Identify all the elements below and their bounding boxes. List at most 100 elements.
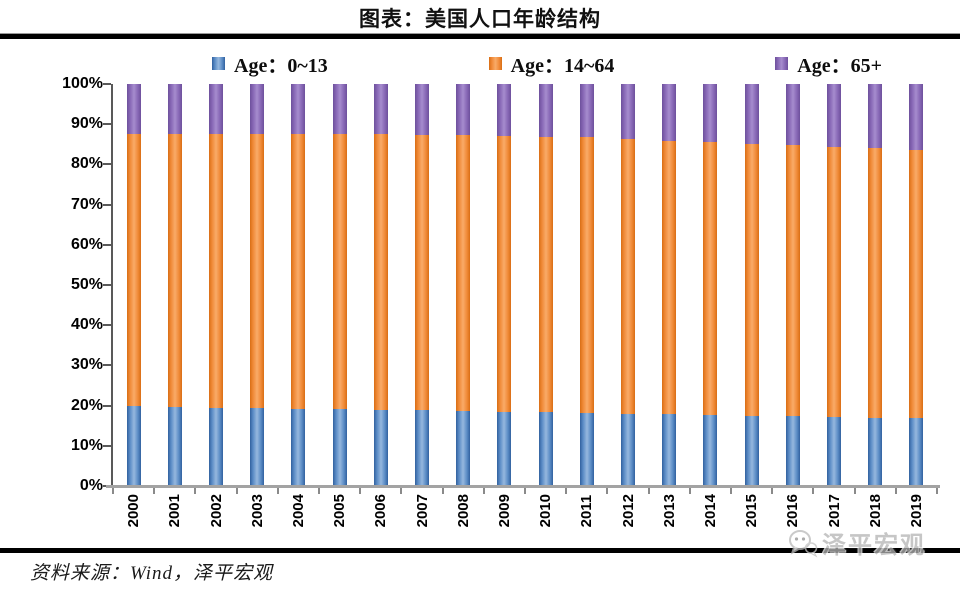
watermark: 泽平宏观 <box>788 525 926 560</box>
x-year-label-text: 2007 <box>413 494 431 528</box>
x-year-label-text: 2016 <box>784 494 802 528</box>
stacked-bar <box>621 84 636 486</box>
x-axis-tick <box>112 488 114 494</box>
bar-column-2019 <box>896 84 937 486</box>
y-tick-label: 10% <box>70 436 103 454</box>
stacked-bar <box>332 84 347 486</box>
legend-swatch-blue <box>212 57 225 70</box>
bar-segment-age-0-13 <box>579 412 594 486</box>
stacked-bar <box>909 84 924 486</box>
x-year-label: 2005 <box>319 494 360 527</box>
y-tick-label: 90% <box>70 115 103 133</box>
stacked-bar <box>868 84 883 486</box>
x-axis-tick <box>482 488 485 494</box>
bar-segment-age-0-13 <box>332 409 347 486</box>
top-divider-rule <box>0 33 960 39</box>
bar-segment-age-65plus <box>662 84 677 141</box>
y-axis-tick <box>103 83 111 85</box>
x-year-label-text: 2000 <box>125 494 143 528</box>
x-year-label-text: 2017 <box>825 494 843 528</box>
bar-segment-age-14-64 <box>744 143 759 416</box>
y-axis-tick <box>103 364 111 367</box>
x-year-label: 2003 <box>237 494 278 527</box>
bar-segment-age-65plus <box>868 84 883 149</box>
bar-segment-age-14-64 <box>703 142 718 415</box>
x-axis-tick <box>812 488 815 494</box>
bar-column-2015 <box>731 84 772 486</box>
bar-column-2011 <box>566 84 607 486</box>
legend: Age：0~13 Age：14~64 Age：65+ <box>212 49 882 78</box>
x-axis-tick <box>565 488 568 494</box>
bar-segment-age-14-64 <box>126 133 141 407</box>
stacked-bar <box>579 84 594 486</box>
x-year-label: 2019 <box>896 494 937 527</box>
y-tick-label: 40% <box>70 316 103 334</box>
x-year-label-text: 2010 <box>537 494 555 528</box>
stacked-bar <box>126 84 141 486</box>
bar-segment-age-65plus <box>538 84 553 137</box>
bar-segment-age-0-13 <box>291 408 306 486</box>
y-tick-label: 30% <box>70 356 103 374</box>
bar-segment-age-65plus <box>785 84 800 146</box>
y-tick-label: 70% <box>70 195 103 213</box>
bar-segment-age-0-13 <box>167 406 182 486</box>
x-year-label-text: 2015 <box>743 494 761 528</box>
stacked-bar <box>744 84 759 486</box>
bar-segment-age-14-64 <box>167 133 182 407</box>
bar-segment-age-65plus <box>744 84 759 144</box>
bar-segment-age-65plus <box>703 84 718 143</box>
source-note: 资料来源：Wind，泽平宏观 <box>30 563 274 584</box>
x-year-label-text: 2002 <box>207 494 225 528</box>
bar-segment-age-65plus <box>497 84 512 136</box>
y-axis-tick <box>103 444 111 447</box>
chart-title: 图表：美国人口年龄结构 <box>359 7 601 31</box>
bar-segment-age-0-13 <box>250 408 265 486</box>
bar-segment-age-0-13 <box>373 410 388 486</box>
bar-segment-age-65plus <box>579 84 594 138</box>
bar-segment-age-0-13 <box>621 413 636 486</box>
y-axis-tick <box>103 163 111 166</box>
bar-segment-age-0-13 <box>909 418 924 486</box>
x-axis-tick <box>276 488 279 494</box>
bar-segment-age-65plus <box>827 84 842 147</box>
bar-column-2017 <box>813 84 854 486</box>
x-year-label: 2018 <box>855 494 896 527</box>
bar-segment-age-65plus <box>167 84 182 134</box>
x-year-label: 2013 <box>649 494 690 527</box>
bar-segment-age-0-13 <box>744 415 759 486</box>
y-tick-label: 0% <box>79 477 103 494</box>
bar-column-2007 <box>401 84 442 486</box>
stacked-bar <box>662 84 677 486</box>
x-year-label: 2001 <box>154 494 195 527</box>
x-axis-tick <box>359 488 362 494</box>
x-axis-tick <box>647 488 650 494</box>
bar-segment-age-0-13 <box>827 416 842 486</box>
stacked-bar <box>538 84 553 486</box>
bar-segment-age-14-64 <box>579 137 594 413</box>
legend-item-age-14-64: Age：14~64 <box>488 49 615 78</box>
legend-item-age-0-13: Age：0~13 <box>212 49 328 78</box>
bar-segment-age-14-64 <box>497 135 512 412</box>
y-axis-tick <box>103 123 111 126</box>
stacked-bar <box>785 84 800 486</box>
bar-column-2018 <box>855 84 896 486</box>
x-year-label: 2008 <box>443 494 484 527</box>
x-axis-year-labels: 2000 2001 2002 2003 2004 2005 2006 2007 2008 2009… <box>113 494 937 527</box>
x-year-label: 2006 <box>360 494 401 527</box>
legend-label: Age：14~64 <box>510 55 615 77</box>
bar-segment-age-14-64 <box>332 133 347 410</box>
x-axis-tick <box>730 488 732 494</box>
stacked-bar <box>250 84 265 486</box>
bar-segment-age-14-64 <box>868 148 883 418</box>
x-year-label: 2000 <box>113 494 154 527</box>
y-axis-tick <box>103 243 111 246</box>
x-year-label-text: 2018 <box>866 494 884 528</box>
x-axis-tick <box>524 488 526 494</box>
y-axis-tick <box>103 404 111 407</box>
y-axis-line <box>111 84 113 487</box>
bar-segment-age-0-13 <box>415 410 430 486</box>
bar-column-2014 <box>690 84 731 486</box>
x-year-label-text: 2014 <box>701 494 719 528</box>
x-axis-tick <box>894 488 897 494</box>
x-axis-tick <box>235 488 238 494</box>
